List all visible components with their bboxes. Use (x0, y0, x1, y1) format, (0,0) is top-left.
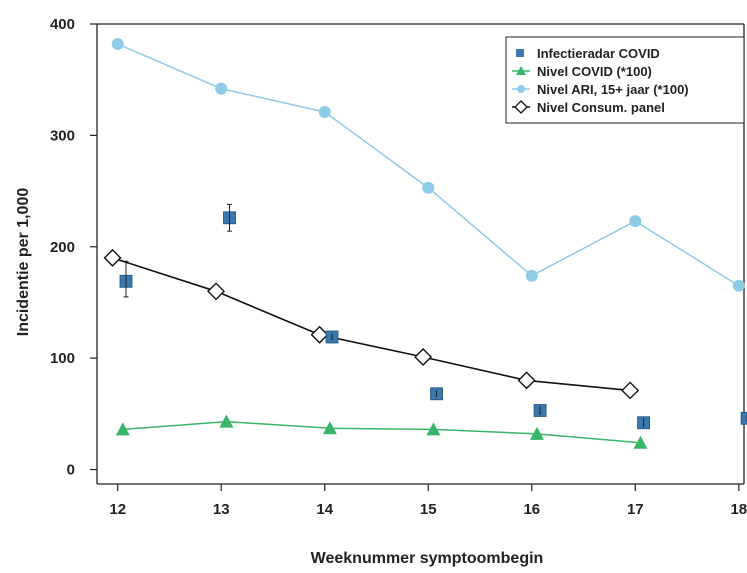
legend-entry: Infectieradar COVID (516, 46, 660, 61)
data-point (310, 325, 329, 344)
data-point (207, 282, 226, 301)
legend-marker (516, 66, 526, 75)
data-point (422, 181, 435, 194)
x-tick-label: 13 (213, 501, 230, 518)
data-point (621, 381, 640, 400)
data-point (414, 348, 433, 367)
data-point (740, 411, 747, 425)
data-point (426, 422, 441, 436)
legend-marker (516, 49, 524, 57)
x-tick-label: 16 (523, 501, 540, 518)
x-tick-label: 12 (109, 501, 126, 518)
legend-label: Nivel Consum. panel (537, 100, 665, 115)
y-axis-title: Incidentie per 1,000 (15, 188, 32, 337)
y-tick-label: 0 (67, 462, 75, 479)
y-tick-label: 200 (50, 239, 75, 256)
axes: 12 13 14 15 16 17 18 0 100 200 300 400 (50, 16, 747, 518)
legend-label: Nivel ARI, 15+ jaar (*100) (537, 82, 689, 97)
data-point (215, 82, 228, 95)
y-tick-label: 400 (50, 16, 75, 33)
data-point (629, 215, 642, 228)
legend-label: Infectieradar COVID (537, 46, 660, 61)
series-nivel-ari-15-jaar-100 (111, 38, 745, 292)
legend-marker (514, 100, 528, 114)
data-point (219, 414, 234, 428)
x-axis-title: Weeknummer symptoombegin (311, 550, 544, 567)
legend: Infectieradar COVID Nivel COVID (*100) Niv… (505, 36, 745, 124)
x-tick-label: 18 (730, 501, 747, 518)
y-tick-label: 100 (50, 350, 75, 367)
x-tick-label: 14 (316, 501, 333, 518)
legend-entry: Nivel ARI, 15+ jaar (*100) (512, 82, 689, 97)
data-point (115, 422, 130, 436)
series-nivel-covid-100 (115, 414, 648, 449)
data-point (529, 426, 544, 440)
legend-label: Nivel COVID (*100) (537, 64, 652, 79)
y-tick-label: 300 (50, 127, 75, 144)
data-point (318, 105, 331, 118)
series-infectieradar-covid (119, 203, 747, 430)
series-layer (103, 38, 747, 449)
legend-entry: Nivel Consum. panel (512, 100, 665, 115)
data-point (732, 279, 745, 292)
series-nivel-consum-panel (103, 248, 640, 400)
series-line (112, 257, 631, 392)
legend-marker (517, 85, 525, 93)
data-point (111, 38, 124, 51)
series-line (122, 420, 641, 444)
data-point (322, 421, 337, 435)
x-tick-label: 17 (627, 501, 644, 518)
x-tick-label: 15 (420, 501, 437, 518)
legend-entry: Nivel COVID (*100) (512, 64, 652, 79)
legend-box (505, 36, 745, 124)
data-point (633, 435, 648, 449)
data-point (103, 248, 122, 267)
data-point (525, 269, 538, 282)
data-point (517, 371, 536, 390)
